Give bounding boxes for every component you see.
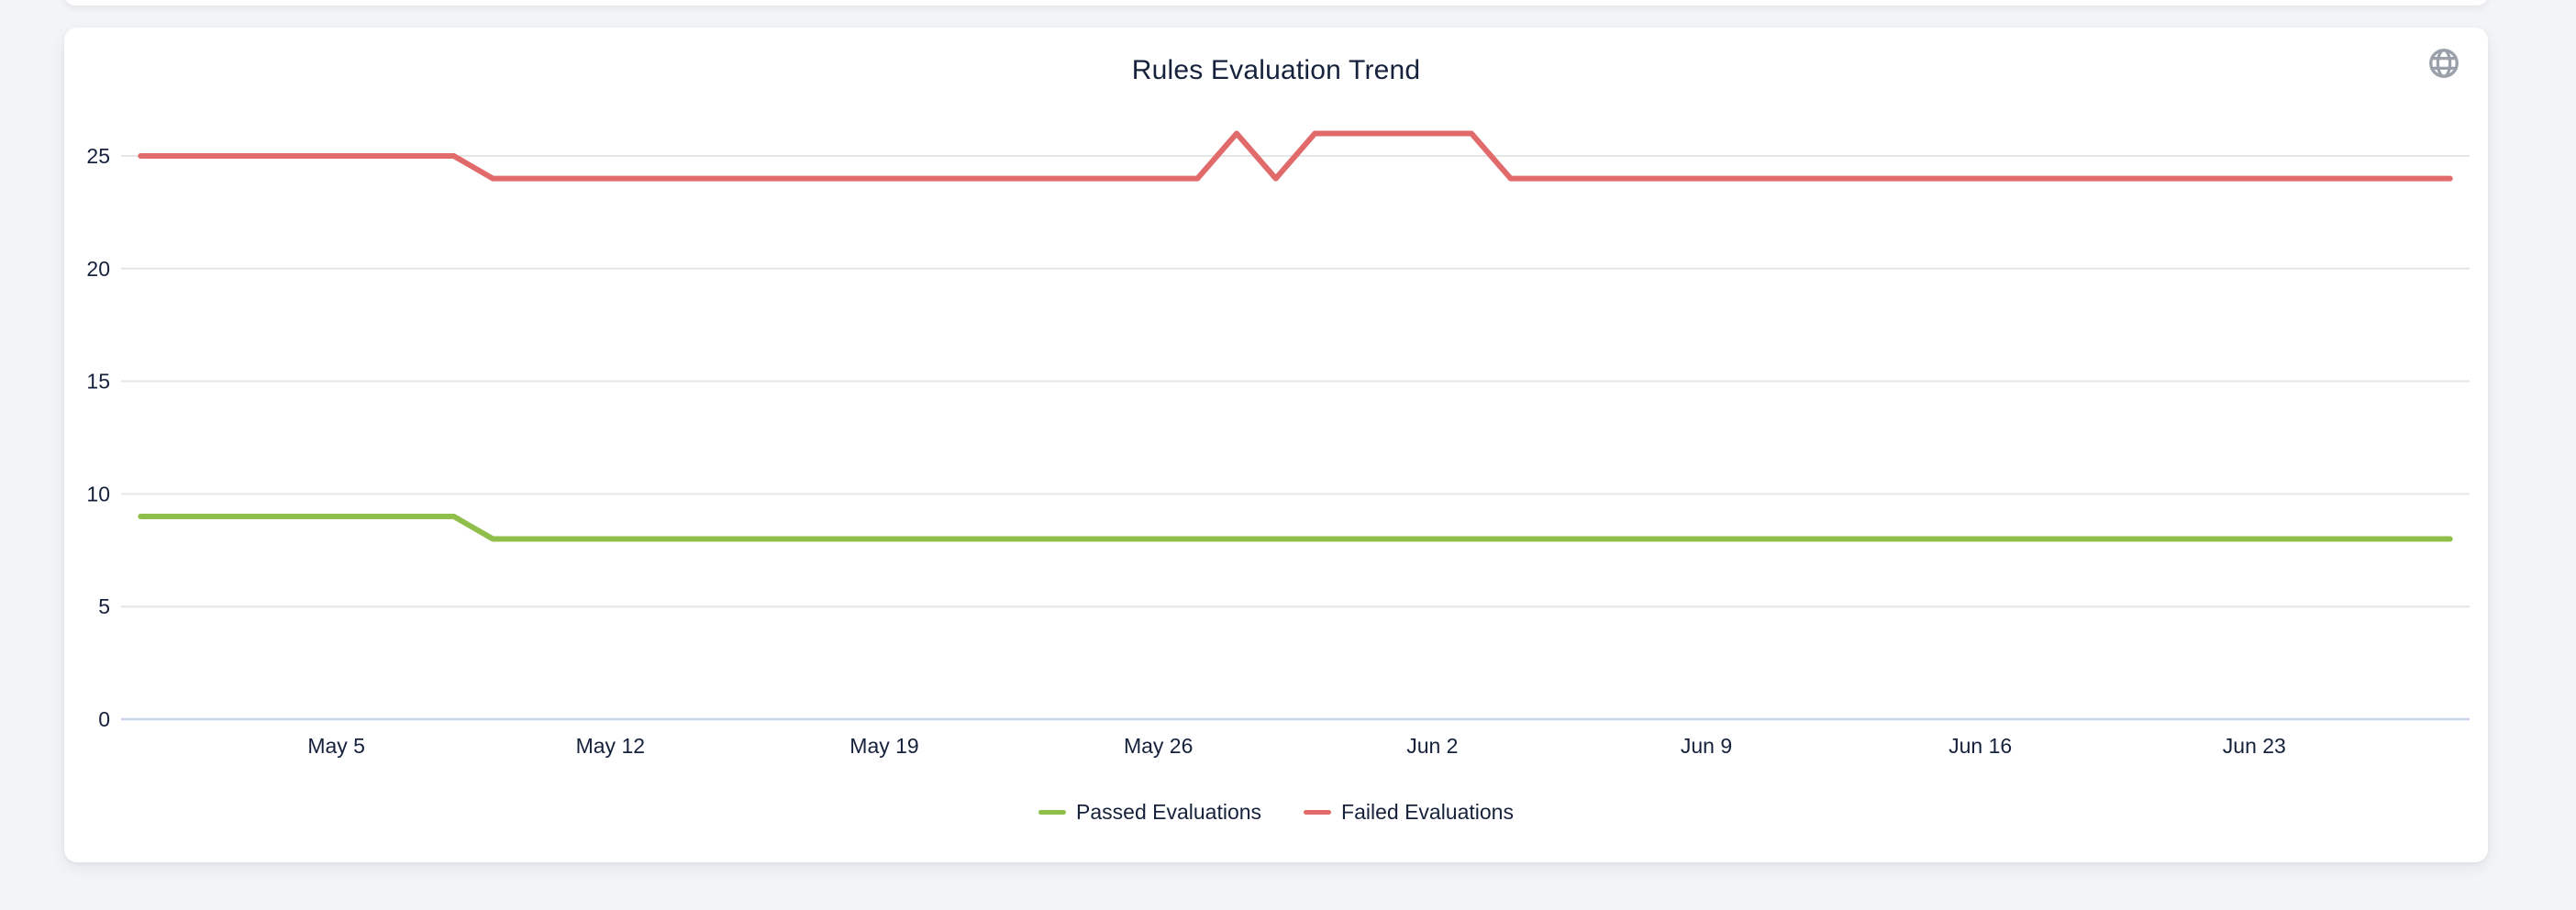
x-axis-label-may-26: May 26	[1124, 734, 1193, 758]
y-axis-label-0: 0	[98, 707, 110, 731]
x-axis-label-jun-16: Jun 16	[1949, 734, 2012, 758]
legend-label: Passed Evaluations	[1076, 799, 1262, 824]
y-axis-label-5: 5	[98, 594, 110, 618]
previous-card-bottom-edge	[64, 0, 2488, 6]
legend-item-passed-evaluations[interactable]: Passed Evaluations	[1038, 800, 1261, 825]
legend-swatch	[1038, 809, 1067, 815]
y-axis-label-15: 15	[86, 370, 110, 394]
x-axis-label-jun-23: Jun 23	[2223, 734, 2286, 758]
series-line-passed-evaluations	[138, 514, 2453, 542]
x-axis-label-may-5: May 5	[307, 734, 365, 758]
legend-item-failed-evaluations[interactable]: Failed Evaluations	[1304, 800, 1514, 825]
y-axis-label-25: 25	[86, 144, 110, 168]
y-axis-label-10: 10	[86, 482, 110, 505]
y-axis-label-20: 20	[86, 257, 110, 281]
line-chart: 0 5 10 15 20 25 May 5 May 12 May 19 May 26 Jun 2 Ju…	[86, 130, 2470, 758]
chart-title: Rules Evaluation Trend	[1131, 55, 1421, 85]
x-axis-label-may-19: May 19	[849, 734, 918, 758]
series-line-failed-evaluations	[138, 130, 2453, 182]
legend-label: Failed Evaluations	[1341, 799, 1514, 824]
x-axis-label-jun-2: Jun 2	[1406, 734, 1458, 758]
globe-icon[interactable]	[2426, 46, 2461, 81]
x-axis-label-may-12: May 12	[576, 734, 645, 758]
rules-evaluation-trend-card: Rules Evaluation Trend 0 5 10 15 20 25 May 5 Ma…	[64, 28, 2488, 862]
chart-legend: Passed Evaluations Failed Evaluations	[64, 796, 2488, 827]
x-axis-label-jun-9: Jun 9	[1681, 734, 1732, 758]
legend-swatch	[1304, 809, 1332, 815]
